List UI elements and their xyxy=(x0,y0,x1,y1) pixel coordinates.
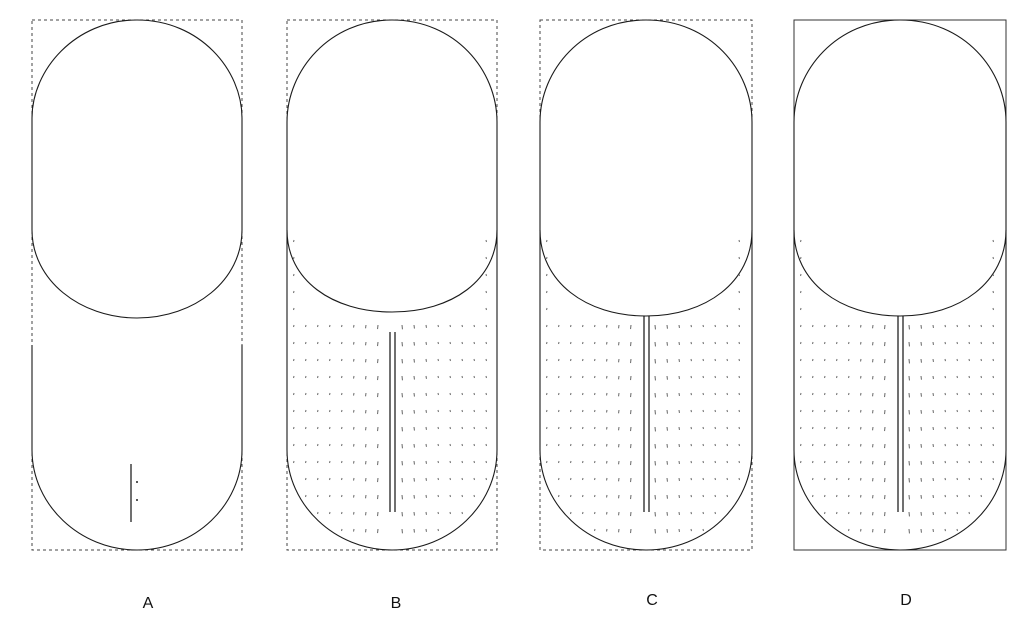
panel-c: C xyxy=(539,19,753,609)
panel-label-a: A xyxy=(143,595,154,612)
panel-label-d: D xyxy=(900,592,912,609)
panel-label-b: B xyxy=(391,595,402,612)
panel-d: D xyxy=(793,19,1007,609)
panel-c-flow-field xyxy=(546,239,740,534)
panel-c-upper-drop xyxy=(539,19,753,317)
panel-b-lower-drop xyxy=(286,230,498,551)
panel-d-lower-drop xyxy=(793,230,1007,551)
panel-a-marker xyxy=(136,499,138,501)
panel-b-upper-drop xyxy=(286,19,498,313)
panel-b: B xyxy=(286,19,498,612)
panel-a-lower-drop xyxy=(31,345,243,551)
panel-a-marker xyxy=(136,481,138,483)
panel-b-frame xyxy=(286,19,498,551)
panel-a-upper-drop xyxy=(31,19,243,319)
panel-a: A xyxy=(31,19,243,612)
panel-c-lower-drop xyxy=(539,230,753,551)
panel-a-frame xyxy=(31,19,243,551)
panel-c-frame xyxy=(539,19,753,551)
panel-d-flow-field xyxy=(800,239,994,534)
panel-label-c: C xyxy=(646,592,658,609)
panel-b-flow-field xyxy=(293,239,487,534)
panel-d-upper-drop xyxy=(793,19,1007,317)
panel-d-frame xyxy=(793,19,1007,551)
